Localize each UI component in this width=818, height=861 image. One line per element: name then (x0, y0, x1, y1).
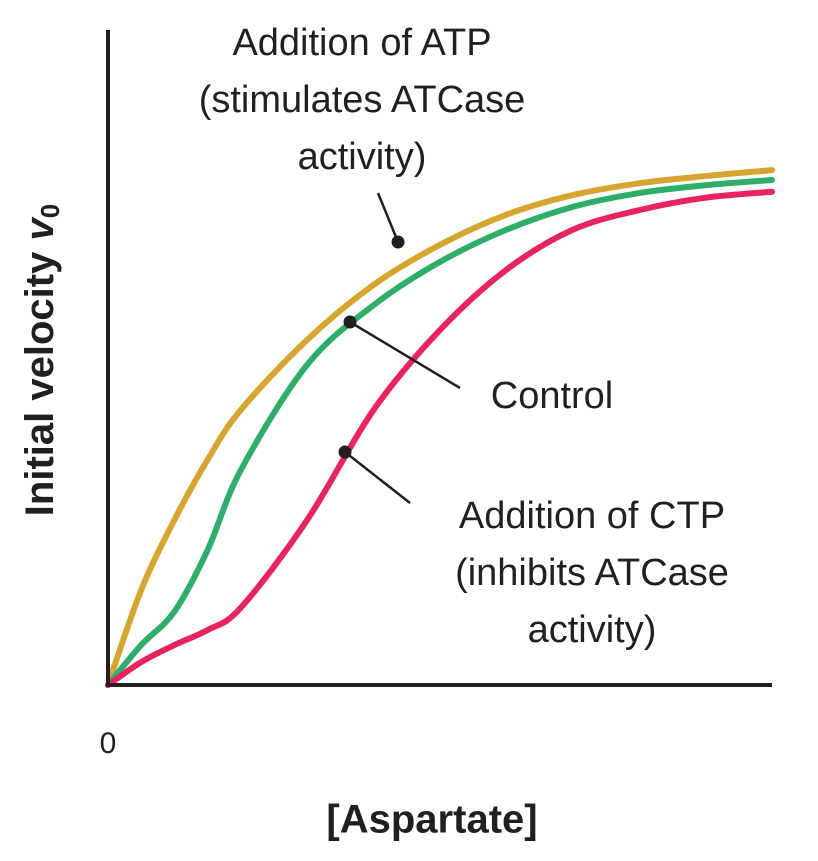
annotation-text: Addition of ATP (232, 22, 491, 64)
annotation-leader (344, 451, 411, 504)
annotation-dot (338, 445, 352, 459)
annotation-leader (349, 320, 461, 390)
y-label-main: Initial velocity (18, 251, 62, 516)
line-series (105, 167, 775, 688)
annotation-text: Control (491, 375, 614, 417)
y-axis-label: Initial velocity v0 (18, 204, 65, 516)
line-series (105, 188, 775, 688)
annotation-text: (inhibits ATCase (455, 552, 729, 594)
annotation-text: activity) (298, 136, 427, 178)
y-label-sub: 0 (35, 204, 65, 218)
annotation-text: (stimulates ATCase (199, 79, 526, 121)
x-axis-label: [Aspartate] (326, 798, 537, 842)
annotation-text: Addition of CTP (459, 495, 725, 537)
x-tick-label: 0 (100, 727, 117, 760)
annotation-text: activity) (528, 609, 657, 651)
y-axis-label-text: Initial velocity v0 (18, 204, 65, 516)
y-label-var: v (18, 216, 62, 241)
annotation-dot (391, 235, 405, 249)
annotation-dot (343, 315, 357, 329)
annotation-leader (376, 192, 400, 243)
line-series (105, 176, 775, 688)
